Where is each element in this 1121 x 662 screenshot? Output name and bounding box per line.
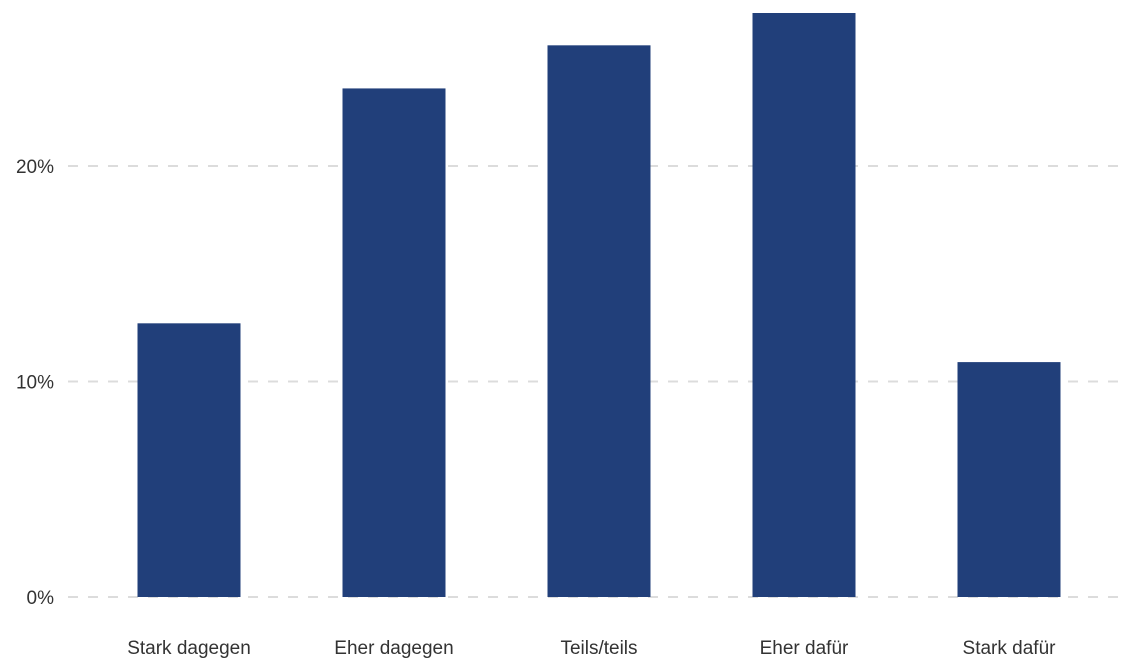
y-tick-label: 20% bbox=[16, 157, 54, 178]
bar-2 bbox=[342, 88, 446, 598]
x-tick-label: Stark dagegen bbox=[127, 638, 251, 659]
x-axis: Stark dagegen Eher dagegen Teils/teils Eher… bbox=[127, 638, 1056, 659]
bar-4 bbox=[752, 13, 856, 597]
bar-5 bbox=[957, 362, 1061, 597]
bar-layer bbox=[137, 13, 1061, 598]
y-tick-label: 10% bbox=[16, 373, 54, 394]
x-tick-label: Teils/teils bbox=[560, 638, 637, 659]
bar-1 bbox=[137, 323, 241, 597]
y-axis: 0% 10% 20% bbox=[16, 157, 54, 609]
y-tick-label: 0% bbox=[27, 588, 55, 609]
x-tick-label: Eher dafür bbox=[760, 638, 849, 659]
bar-3 bbox=[547, 45, 651, 598]
x-tick-label: Eher dagegen bbox=[334, 638, 453, 659]
x-tick-label: Stark dafür bbox=[963, 638, 1057, 659]
